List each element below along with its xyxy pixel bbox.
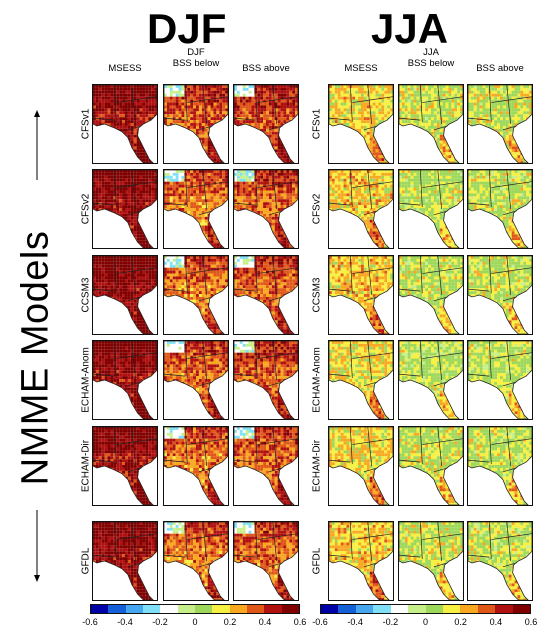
skill-map-panel — [398, 426, 464, 506]
colorbar-segment — [194, 605, 213, 613]
season-sublabel: DJF — [156, 47, 236, 58]
colorbar-segment — [460, 605, 478, 613]
skill-map-panel — [92, 426, 158, 506]
colorbar-djf — [90, 604, 300, 614]
colorbar-tick-label: 0.2 — [224, 617, 237, 627]
skill-map-panel — [328, 84, 394, 164]
colorbar-tick-label: -0.2 — [152, 617, 168, 627]
skill-map-panel — [163, 255, 229, 335]
season-sublabel: JJA — [391, 47, 471, 58]
season-title-djf: DJF — [147, 8, 226, 50]
skill-map-panel — [163, 84, 229, 164]
colorbar-tick-label: -0.6 — [312, 617, 328, 627]
colorbar-segment — [321, 605, 339, 613]
skill-map-panel — [92, 169, 158, 249]
skill-map-panel — [467, 340, 533, 420]
skill-map-panel — [328, 255, 394, 335]
colorbar-tick-label: -0.6 — [82, 617, 98, 627]
colorbar-tick-label: -0.4 — [117, 617, 133, 627]
colorbar-segment — [229, 605, 247, 613]
skill-map-panel — [467, 426, 533, 506]
skill-map-panel — [398, 84, 464, 164]
colorbar-segment — [373, 605, 391, 613]
colorbar-segment — [125, 605, 143, 613]
model-label: CFSv2 — [312, 194, 323, 225]
skill-map-panel — [467, 521, 533, 601]
colorbar-tick-label: 0.6 — [294, 617, 307, 627]
colorbar-segment — [425, 605, 443, 613]
skill-map-panel — [163, 521, 229, 601]
colorbar-segment — [408, 605, 426, 613]
skill-map-panel — [163, 169, 229, 249]
column-header: MSESS — [321, 63, 401, 74]
colorbar-segment — [512, 605, 531, 613]
skill-map-panel — [328, 169, 394, 249]
colorbar-segment — [495, 605, 513, 613]
colorbar-segment — [477, 605, 496, 613]
colorbar-jja — [320, 604, 531, 614]
colorbar-segment — [390, 605, 409, 613]
model-label: ECHAM-Anom — [312, 347, 323, 413]
skill-map-panel — [233, 340, 299, 420]
column-header: BSS above — [226, 63, 306, 74]
skill-map-panel — [467, 169, 533, 249]
colorbar-segment — [264, 605, 282, 613]
skill-map-panel — [467, 255, 533, 335]
skill-map-panel — [233, 426, 299, 506]
skill-map-panel — [398, 340, 464, 420]
model-label: CCSM3 — [312, 277, 323, 312]
skill-map-panel — [233, 521, 299, 601]
colorbar-segment — [142, 605, 161, 613]
column-header: BSS above — [460, 63, 540, 74]
skill-map-panel — [163, 340, 229, 420]
colorbar-segment — [91, 605, 109, 613]
skill-map-panel — [233, 84, 299, 164]
skill-map-panel — [398, 521, 464, 601]
skill-map-panel — [328, 426, 394, 506]
colorbar-tick-label: 0.4 — [490, 617, 503, 627]
colorbar-tick-label: 0.2 — [454, 617, 467, 627]
colorbar-segment — [338, 605, 356, 613]
skill-map-panel — [92, 255, 158, 335]
model-label: CCSM3 — [81, 277, 92, 312]
colorbar-tick-label: 0 — [192, 617, 197, 627]
skill-map-panel — [92, 340, 158, 420]
model-label: ECHAM-Anom — [81, 347, 92, 413]
skill-map-panel — [92, 84, 158, 164]
colorbar-segment — [108, 605, 126, 613]
colorbar-tick-label: 0.4 — [259, 617, 272, 627]
model-label: CFSv1 — [81, 109, 92, 140]
model-label: CFSv2 — [81, 194, 92, 225]
skill-map-panel — [328, 340, 394, 420]
skill-map-panel — [233, 255, 299, 335]
skill-map-panel — [163, 426, 229, 506]
colorbar-segment — [281, 605, 299, 613]
model-label: GFDL — [81, 548, 92, 575]
skill-map-panel — [398, 255, 464, 335]
skill-map-panel — [467, 84, 533, 164]
model-label: ECHAM-Dir — [81, 440, 92, 492]
column-header: BSS below — [391, 58, 471, 69]
colorbar-segment — [442, 605, 461, 613]
colorbar-segment — [246, 605, 265, 613]
model-label: ECHAM-Dir — [312, 440, 323, 492]
colorbar-segment — [212, 605, 230, 613]
model-label: CFSv1 — [312, 109, 323, 140]
season-title-jja: JJA — [371, 8, 448, 50]
colorbar-tick-label: 0.6 — [525, 617, 538, 627]
column-header: MSESS — [85, 63, 165, 74]
colorbar-segment — [355, 605, 374, 613]
colorbar-tick-label: -0.4 — [347, 617, 363, 627]
skill-map-panel — [233, 169, 299, 249]
skill-map-panel — [92, 521, 158, 601]
skill-map-panel — [328, 521, 394, 601]
colorbar-segment — [177, 605, 195, 613]
colorbar-tick-label: -0.2 — [383, 617, 399, 627]
colorbar-tick-label: 0 — [423, 617, 428, 627]
column-header: BSS below — [156, 58, 236, 69]
colorbar-segment — [160, 605, 178, 613]
side-arrow — [30, 110, 44, 582]
model-label: GFDL — [312, 548, 323, 575]
skill-map-panel — [398, 169, 464, 249]
